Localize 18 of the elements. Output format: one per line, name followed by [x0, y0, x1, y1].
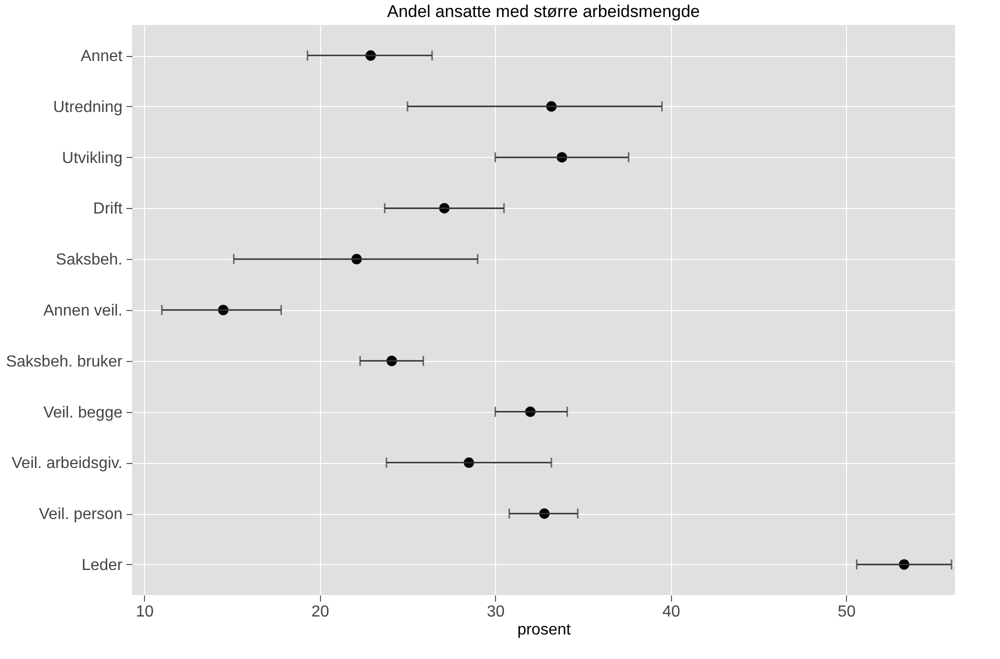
y-tick-label: Veil. person [38, 506, 122, 524]
y-tick-label: Veil. begge [43, 404, 123, 422]
y-tick-label: Annet [80, 48, 124, 66]
x-tick-label: 40 [662, 604, 680, 620]
y-tick-label: Drift [93, 200, 124, 218]
x-tick-label: 20 [311, 604, 330, 620]
y-tick-label: Annen veil. [43, 302, 122, 320]
y-tick-label: Veil. arbeidsgiv. [12, 455, 122, 472]
y-tick-label: Leder [82, 556, 124, 574]
x-tick-label: 50 [838, 604, 856, 620]
y-tick-label: Utvikling [62, 150, 122, 167]
y-tick-label: Saksbeh. bruker [6, 353, 124, 370]
x-axis-title: prosent [517, 622, 572, 638]
x-tick-label: 10 [136, 604, 154, 620]
chart-title: Andel ansatte med større arbeidsmengde [387, 2, 700, 21]
y-tick-label: Utredning [53, 98, 122, 116]
y-tick-label: Saksbeh. [56, 252, 122, 269]
x-tick-label: 30 [486, 604, 505, 620]
